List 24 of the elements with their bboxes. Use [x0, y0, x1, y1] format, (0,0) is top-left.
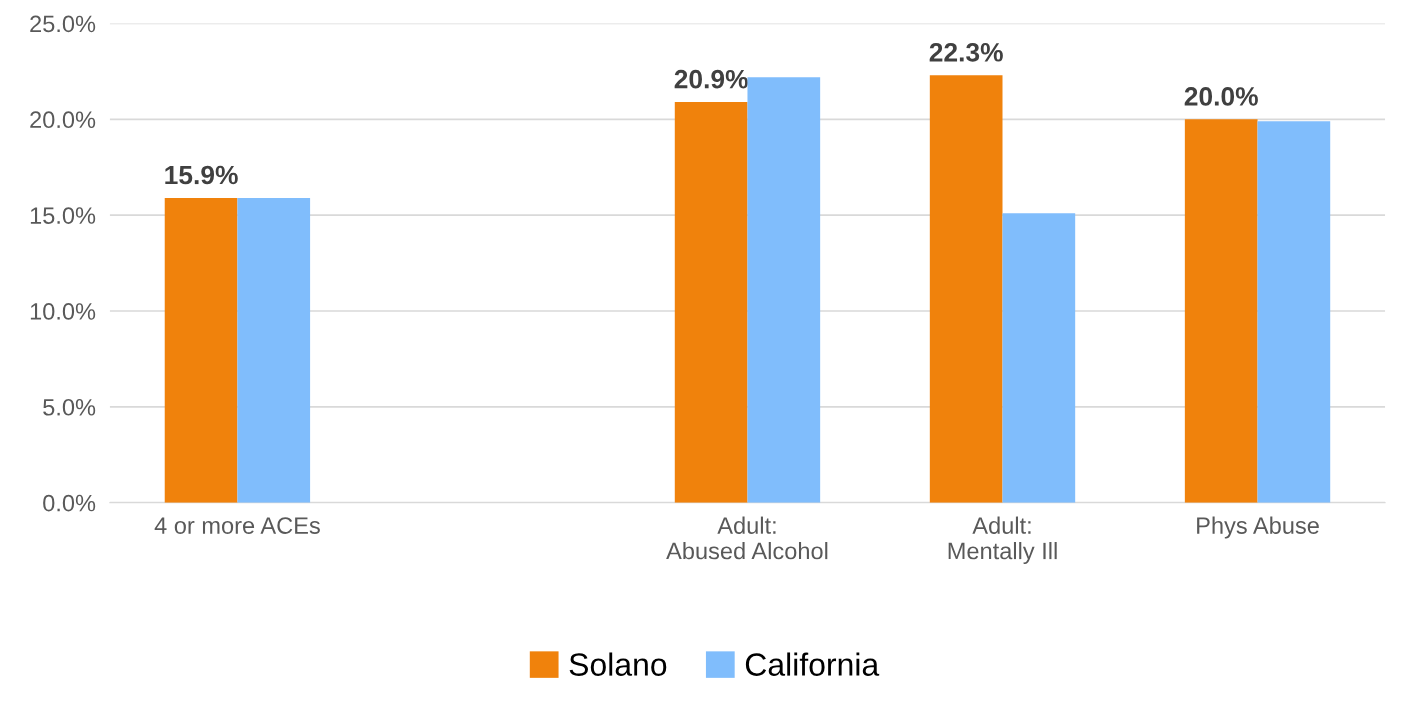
bar [747, 77, 821, 503]
x-tick-label: 4 or more ACEs [154, 517, 320, 534]
data-label: 20.0% [1184, 87, 1258, 106]
data-label: 15.9% [165, 165, 238, 185]
y-tick-label: 15.0% [30, 207, 96, 224]
bar [674, 102, 748, 503]
bar [929, 75, 1003, 503]
x-tick-label: Adult: Abused Alcohol [666, 516, 828, 560]
legend-label: Solano [569, 652, 667, 676]
bar [237, 197, 311, 503]
x-tick-label: Phys Abuse [1197, 516, 1319, 539]
bar [1257, 121, 1331, 503]
legend-label: California [745, 652, 880, 676]
data-label: 20.9% [674, 69, 748, 89]
bar [1184, 119, 1258, 503]
bar [164, 197, 238, 503]
y-tick-label: 5.0% [43, 398, 96, 416]
bar [1002, 213, 1076, 503]
y-tick-label: 10.0% [30, 303, 96, 320]
y-tick-label: 25.0% [30, 15, 96, 33]
y-tick-label: 20.0% [30, 111, 96, 129]
y-tick-label: 0.0% [43, 494, 96, 512]
x-tick-label: Adult: Mentally Ill [948, 516, 1057, 565]
data-label: 22.3% [929, 42, 1003, 62]
